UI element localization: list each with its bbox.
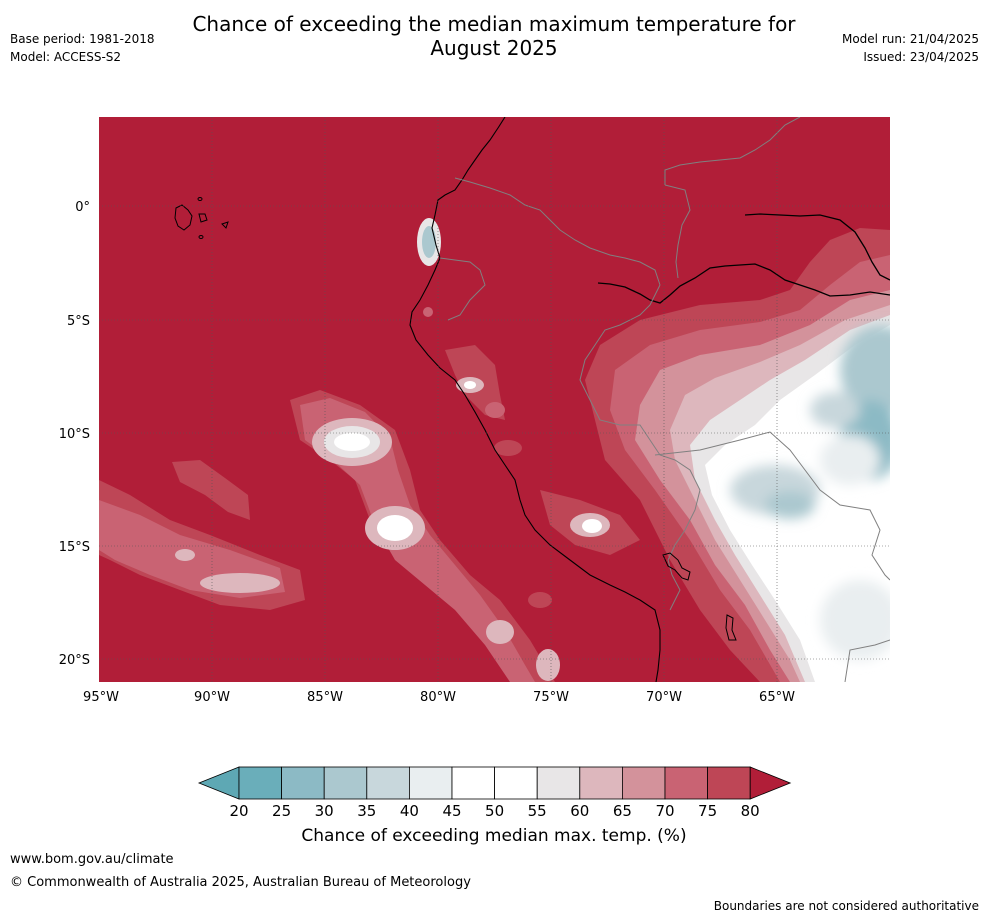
lat-label: 5°S [67,314,90,329]
lon-label: 85°W [307,690,343,705]
lat-label: 20°S [59,653,90,668]
colorbar-tick-label: 25 [272,802,291,820]
colorbar-segment [494,766,538,800]
colorbar-tick-label: 75 [698,802,717,820]
header-right-meta: Model run: 21/04/2025 Issued: 23/04/2025 [842,30,979,66]
lon-label: 95°W [83,690,119,705]
colorbar-segment [451,766,495,800]
colorbar-tick-label: 40 [400,802,419,820]
graticule [99,117,890,682]
colorbar-tick-label: 30 [315,802,334,820]
lat-label: 0° [75,200,90,215]
map-field [99,117,890,682]
colorbar-segment [408,766,453,800]
lon-label: 70°W [646,690,682,705]
base-period-text: Base period: 1981-2018 [10,32,155,46]
colorbar-tick-label: 70 [655,802,674,820]
coastline [409,117,661,682]
footer-note: Boundaries are not considered authoritat… [713,899,979,913]
colorbar-arrow-low [197,766,240,800]
colorbar-tick-label: 50 [485,802,504,820]
lon-label: 65°W [759,690,795,705]
colorbar-segment [238,766,282,800]
colorbar-segment [707,766,751,800]
colorbar-segment [622,766,666,800]
title-line-2: August 2025 [430,36,558,60]
northern-coastline [597,213,890,304]
colorbar-tick-label: 80 [741,802,760,820]
colorbar-tick-label: 65 [613,802,632,820]
probability-map: 0° 5°S 10°S 15°S 20°S 95°W 90°W 85°W 80°… [59,117,890,705]
colorbar-arrow-high [749,766,792,800]
lat-label: 10°S [59,427,90,442]
latitude-labels: 0° 5°S 10°S 15°S 20°S [59,200,90,668]
colorbar-blocks [197,766,792,800]
colorbar-label: Chance of exceeding median max. temp. (%… [301,826,687,846]
galapagos-islands [174,197,229,239]
colorbar-ticks: 20 25 30 35 40 45 50 55 60 65 70 75 80 [229,802,759,820]
colorbar-tick-label: 20 [229,802,248,820]
field-low-patches [730,325,890,660]
colorbar-segment [281,766,325,800]
colorbar-segment [664,766,708,800]
longitude-labels: 95°W 90°W 85°W 80°W 75°W 70°W 65°W [83,690,795,705]
lake-titicaca [662,552,691,581]
issued-text: Issued: 23/04/2025 [863,50,979,64]
colorbar-segment [536,766,581,800]
footer-url[interactable]: www.bom.gov.au/climate [10,852,174,867]
colorbar-tick-label: 60 [570,802,589,820]
colorbar-tick-label: 45 [442,802,461,820]
colorbar-segment [366,766,410,800]
colorbar-tick-label: 35 [357,802,376,820]
model-run-text: Model run: 21/04/2025 [841,32,979,46]
ocean-patches [99,307,640,682]
colorbar: 20 25 30 35 40 45 50 55 60 65 70 75 80 [197,766,792,820]
footer-copyright: © Commonwealth of Australia 2025, Austra… [10,875,471,890]
colorbar-segment [323,766,368,800]
lon-label: 90°W [194,690,230,705]
title-line-1: Chance of exceeding the median maximum t… [192,12,796,36]
colorbar-tick-label: 55 [528,802,547,820]
header-left-meta: Base period: 1981-2018 Model: ACCESS-S2 [10,30,155,66]
map-title: Chance of exceeding the median maximum t… [150,12,838,60]
model-text: Model: ACCESS-S2 [10,50,122,64]
lake-poopo [725,614,737,641]
guayaquil-spot [417,218,441,266]
colorbar-segment [579,766,623,800]
lon-label: 80°W [420,690,456,705]
lat-label: 15°S [59,540,90,555]
lon-label: 75°W [533,690,569,705]
country-borders [439,117,890,682]
